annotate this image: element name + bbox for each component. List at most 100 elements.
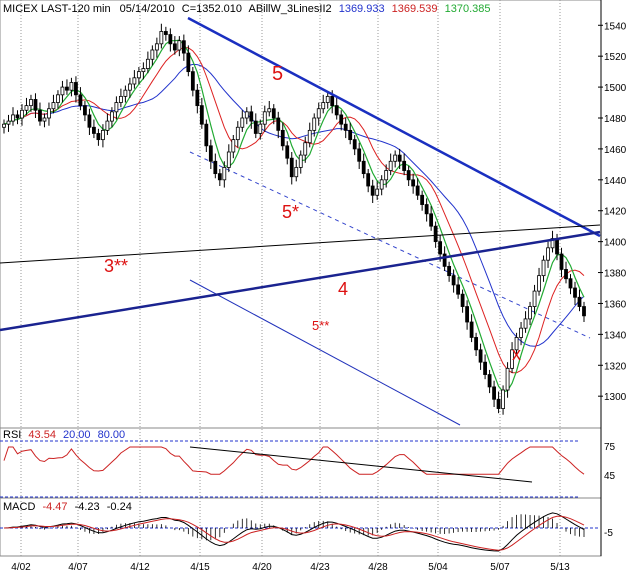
y-tick-label: 1380 [604,269,627,280]
rsi-label: RSI [3,429,21,441]
x-tick-label: 5/04 [428,562,448,573]
candle-body [388,160,393,171]
candle-body [541,259,546,277]
candle-body [267,108,272,113]
candle-body [11,114,15,122]
candle-body [474,337,478,351]
x-axis-ticks: 4/02 4/07 4/12 4/15 4/20 4/23 4/28 5/04 5/07 5/13 [11,562,570,573]
trendline-4 [0,230,601,332]
candle-body [330,95,335,107]
header-indicator: ABillW_3LinesII2 [248,3,331,15]
rsi-line [3,446,585,475]
candle-body [168,34,173,45]
candle-body [65,86,69,91]
candle-body [244,111,249,119]
candle-body [307,129,312,144]
rsi-low: 20.00 [63,429,91,441]
y-tick-label: 1540 [604,21,627,32]
candle-body [141,68,146,73]
candle-body [505,367,510,391]
x-tick-label: 4/28 [368,562,388,573]
y-tick-label: 1340 [604,330,627,341]
macd-panel [0,497,602,557]
candle-body [357,148,362,162]
candle-body [415,185,420,196]
candle-body [546,247,550,261]
candle-body [190,71,195,91]
candle-body [339,114,344,125]
candle-body [177,40,182,51]
candle-body [487,374,492,388]
macd-header: MACD -4.47 -4.23 -0.24 [3,501,132,513]
candle-body [33,99,38,111]
candle-body [96,133,101,141]
candle-body [402,160,407,171]
candle-body [384,170,389,181]
candle-body [483,361,487,375]
candle-body [2,123,6,128]
macd-v3: -0.24 [107,501,132,513]
moving-average-red [3,46,585,374]
macd-line [3,512,585,552]
candle-body [361,160,366,175]
candle-body [460,293,465,307]
candle-body [114,102,119,113]
header-symbol: MICEX LAST-120 min [3,3,111,15]
candle-body [159,31,164,45]
candle-body [406,170,411,181]
candle-body [195,89,200,107]
candle-body [456,284,461,295]
candle-body [92,126,96,134]
candle-body [523,318,528,329]
candle-body [262,111,267,125]
y-tick-label: 1300 [604,392,627,403]
candle-body [83,105,87,116]
trendline-3dstar [0,224,601,264]
candle-body [316,108,321,119]
candle-body [514,337,519,351]
trendline-5 [187,16,601,238]
candle-body [226,151,231,168]
rsi-tick-45: 45 [604,471,616,482]
candle-body [352,139,357,150]
candle-body [433,225,438,243]
candle-body [105,120,110,131]
candle-body [60,86,65,96]
y-tick-label: 1480 [604,114,627,125]
candle-body [465,306,470,323]
candle-body [438,241,443,255]
candle-body [29,99,33,107]
candle-body [510,349,514,369]
candle-body [496,398,501,409]
wave-5dstar-line [189,279,461,426]
candle-body [451,275,456,286]
candle-body [424,204,429,215]
y-tick-label: 1520 [604,52,627,63]
x-tick-label: 4/23 [310,562,330,573]
candle-body [397,154,402,162]
candle-body [298,154,303,168]
y-tick-label: 1460 [604,145,627,156]
candle-body [69,82,74,91]
candle-body [442,253,447,267]
candle-body [532,290,537,307]
label-x: x [512,344,521,364]
candle-body [411,179,416,187]
candle-body [213,160,218,175]
candle-body [312,117,317,131]
header-close: C=1352.010 [182,3,242,15]
candle-body [136,71,141,79]
header-date: 05/14/2010 [120,3,175,15]
macd-label: MACD [3,501,35,513]
candle-body [101,129,105,141]
candle-body [24,105,29,111]
x-tick-label: 4/20 [252,562,272,573]
candle-body [240,117,245,128]
candle-body [555,238,559,255]
candle-body [379,179,384,190]
candle-body [87,114,92,128]
macd-v2: -4.23 [75,501,100,513]
candle-body [492,386,496,400]
candle-body [294,167,299,178]
x-tick-label: 4/02 [11,562,31,573]
